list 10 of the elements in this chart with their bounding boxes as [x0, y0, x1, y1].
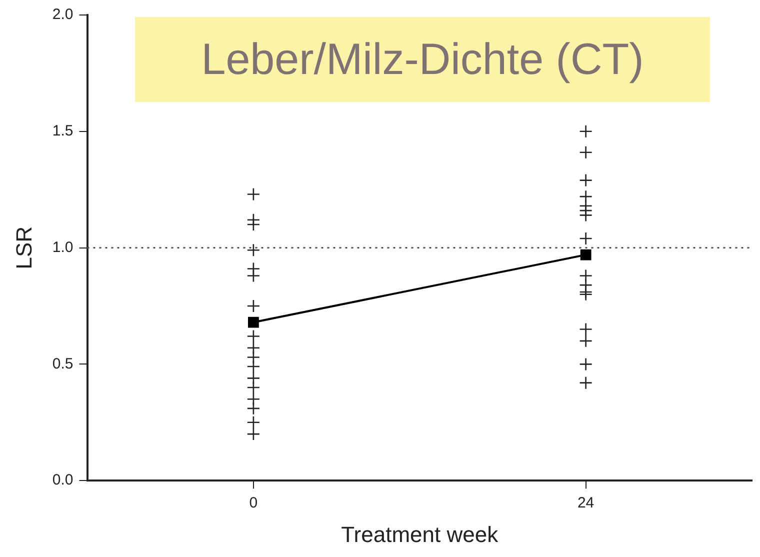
y-tick-label: 1.0 [52, 238, 74, 256]
x-tick-label: 0 [249, 494, 258, 512]
y-axis-title: LSR [11, 226, 36, 270]
y-tick-label: 1.5 [52, 122, 74, 140]
x-axis-title: Treatment week [341, 522, 500, 547]
text: Leber/Milz-Dichte (CT) [135, 17, 710, 102]
y-tick-label: 0.0 [52, 472, 74, 489]
x-tick-label: 24 [577, 494, 594, 512]
y-tick-label: 2.0 [52, 6, 74, 24]
y-tick-label: 0.5 [52, 355, 74, 372]
